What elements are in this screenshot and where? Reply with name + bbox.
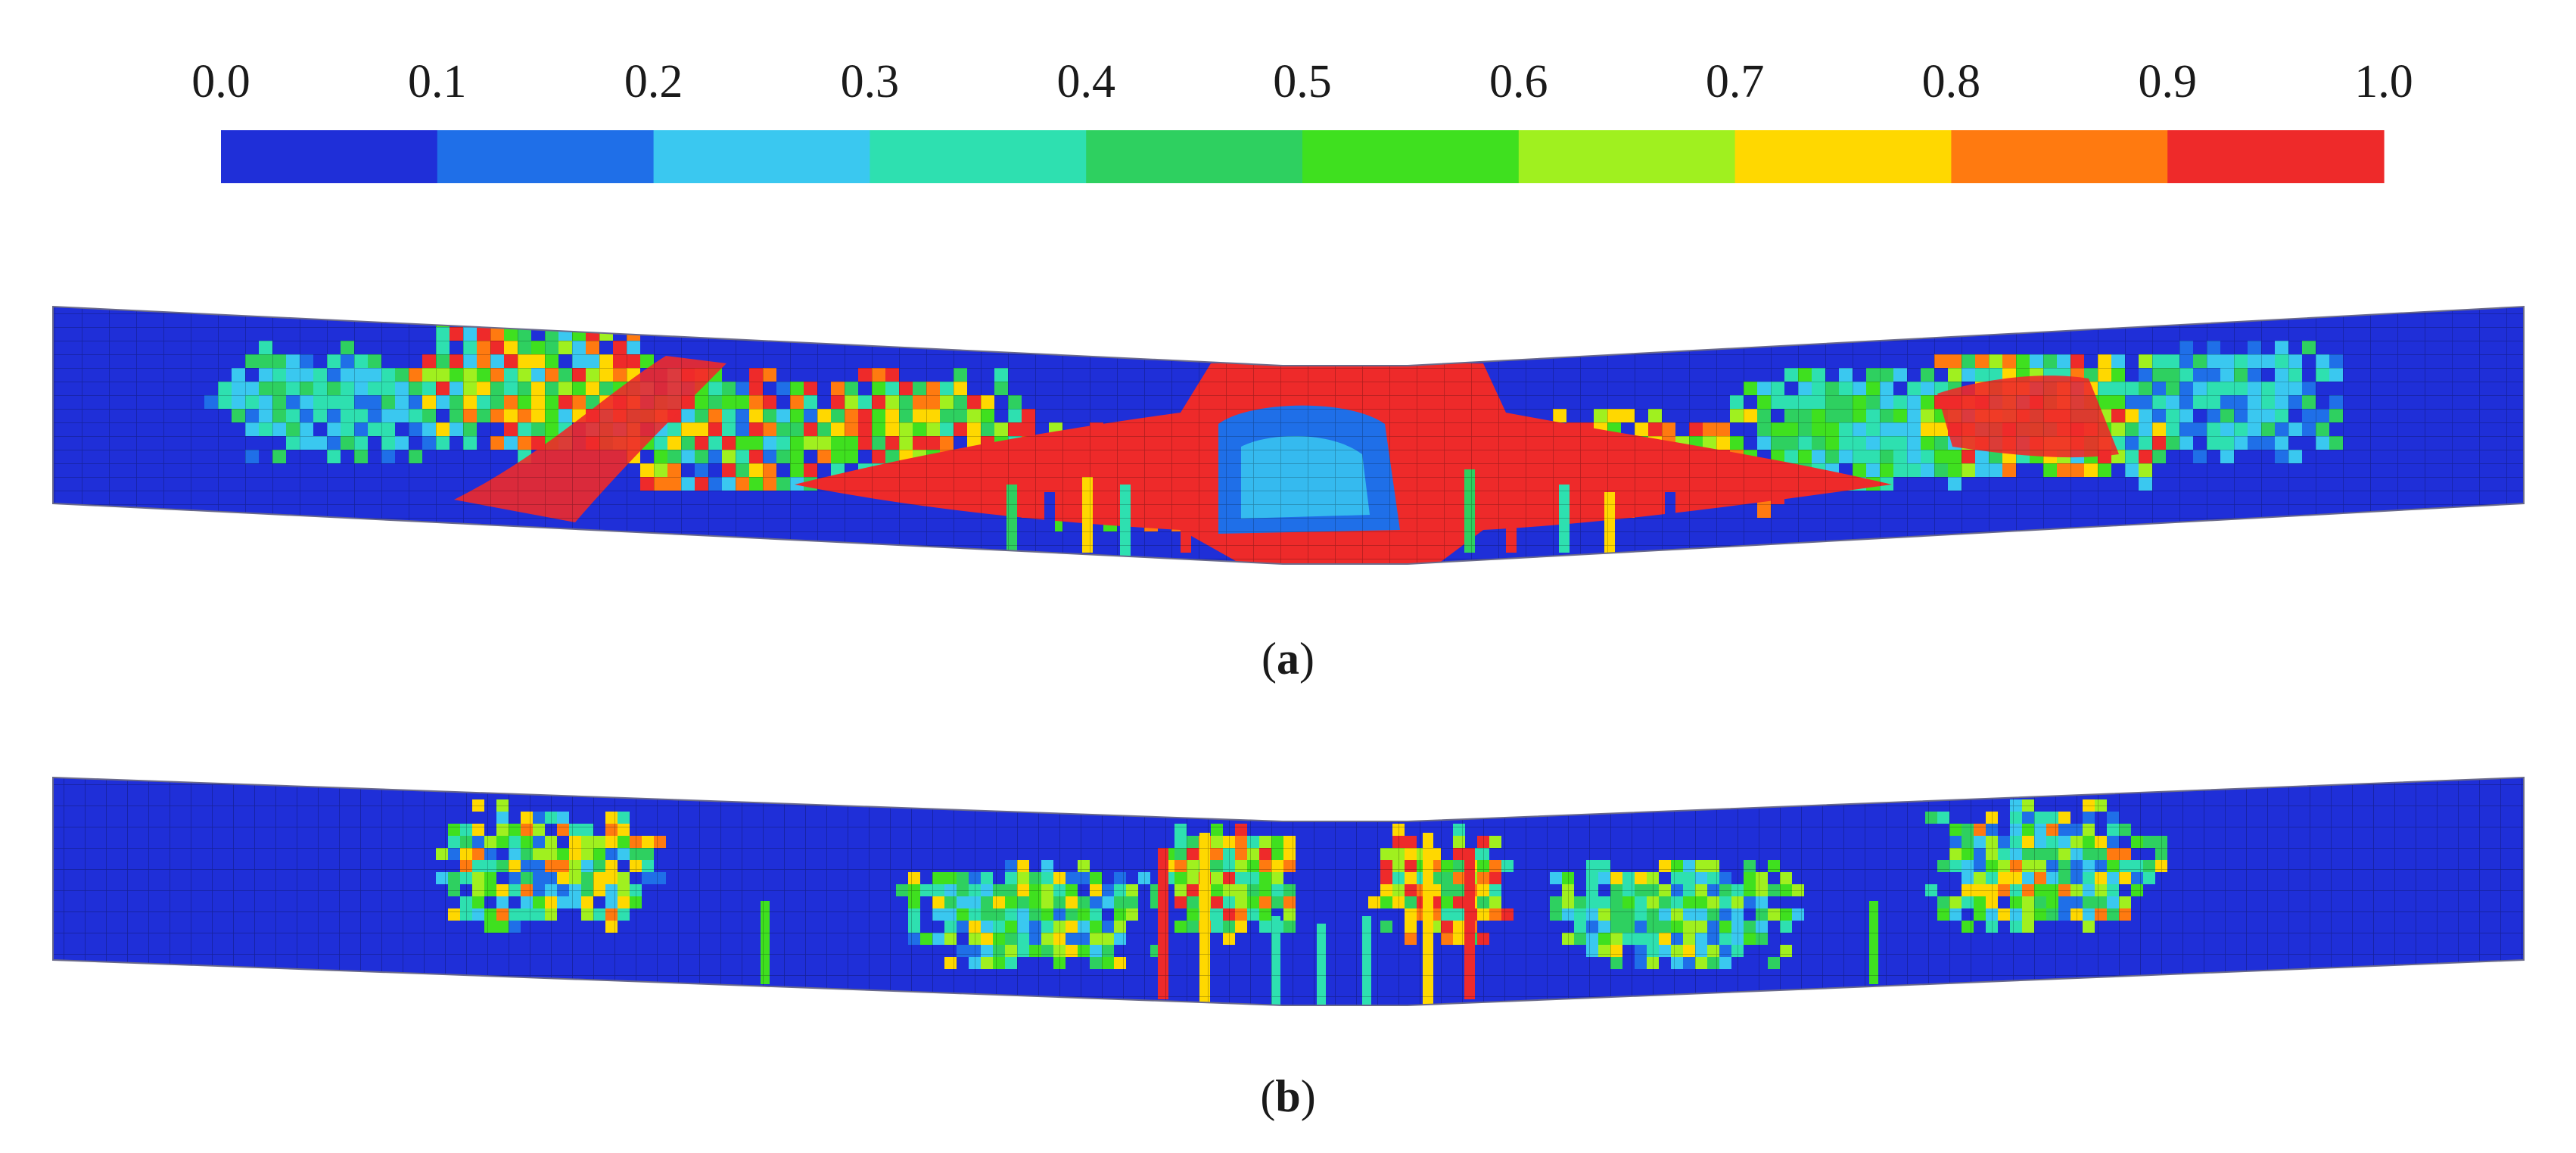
- colorbar-segments: [221, 130, 2385, 183]
- colorbar-tick-labels: 0.0 0.1 0.2 0.3 0.4 0.5 0.6 0.7 0.8 0.9 …: [191, 56, 2413, 108]
- beam-panel-b: [52, 776, 2525, 1006]
- colorbar-segment: [1302, 130, 1520, 183]
- beam-a-mesh: [53, 307, 2524, 564]
- panel-a-caption: (a): [1262, 634, 1314, 684]
- colorbar-tick-label: 0.7: [1706, 56, 1765, 108]
- colorbar-segment: [437, 130, 655, 183]
- colorbar: 0.0 0.1 0.2 0.3 0.4 0.5 0.6 0.7 0.8 0.9 …: [191, 56, 2413, 183]
- beam-a-damage-cell: [599, 313, 613, 327]
- colorbar-tick-label: 0.3: [841, 56, 900, 108]
- beam-a-outline: [52, 305, 2525, 565]
- colorbar-segment: [221, 130, 438, 183]
- colorbar-segment: [2167, 130, 2385, 183]
- caption-close-paren: ): [1299, 634, 1314, 684]
- colorbar-segment: [1734, 130, 1952, 183]
- beam-a-damage-cell: [504, 313, 518, 327]
- colorbar-tick-label: 1.0: [2354, 56, 2413, 108]
- colorbar-tick-label: 0.0: [191, 56, 250, 108]
- colorbar-segment: [870, 130, 1087, 183]
- colorbar-tick-label: 0.2: [624, 56, 683, 108]
- colorbar-segment: [1518, 130, 1736, 183]
- beam-a-damage-cell: [504, 313, 518, 327]
- beam-a-damage-cell: [463, 313, 477, 327]
- colorbar-tick-label: 0.1: [408, 56, 467, 108]
- colorbar-segment: [1951, 130, 2168, 183]
- caption-open-paren: (: [1262, 634, 1277, 684]
- colorbar-tick-label: 0.4: [1056, 56, 1115, 108]
- colorbar-tick-label: 0.8: [1922, 56, 1981, 108]
- colorbar-segment: [1086, 130, 1303, 183]
- beam-a-damage-cell: [504, 313, 518, 327]
- colorbar-segment: [653, 130, 870, 183]
- colorbar-tick-label: 0.6: [1489, 56, 1548, 108]
- colorbar-tick-label: 0.5: [1273, 56, 1332, 108]
- caption-letter: a: [1277, 634, 1299, 684]
- beam-panel-a: [52, 305, 2525, 565]
- colorbar-tick-label: 0.9: [2138, 56, 2197, 108]
